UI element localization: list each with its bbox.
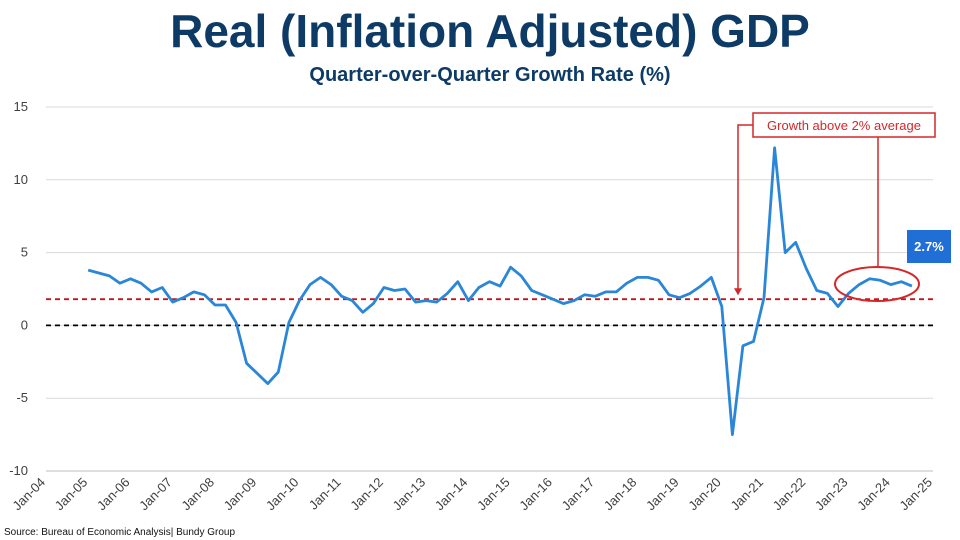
x-tick-label: Jan-22: [770, 475, 809, 514]
gdp-growth-series-line: [87, 146, 913, 437]
recent-growth-highlight-ellipse: [834, 266, 920, 302]
x-tick-label: Jan-06: [94, 475, 133, 514]
x-tick-label: Jan-23: [812, 475, 851, 514]
x-tick-label: Jan-15: [474, 475, 513, 514]
x-tick-label: Jan-20: [685, 475, 724, 514]
y-tick-label: 0: [21, 317, 28, 332]
annotation-label: Growth above 2% average: [767, 118, 921, 133]
x-tick-label: Jan-05: [52, 475, 91, 514]
series-layer: [87, 146, 913, 437]
x-tick-label: Jan-21: [727, 475, 766, 514]
x-tick-label: Jan-17: [559, 475, 598, 514]
page-title: Real (Inflation Adjusted) GDP: [170, 5, 810, 57]
y-tick-label: -10: [9, 463, 28, 478]
x-tick-label: Jan-13: [390, 475, 429, 514]
source-note: Source: Bureau of Economic Analysis| Bun…: [4, 527, 236, 538]
reference-lines: [46, 298, 933, 327]
x-tick-label: Jan-09: [221, 475, 260, 514]
x-tick-label: Jan-07: [136, 475, 175, 514]
x-tick-label: Jan-08: [178, 475, 217, 514]
x-tick-label: Jan-18: [601, 475, 640, 514]
annotation-layer: Growth above 2% average: [734, 112, 936, 302]
page-subtitle: Quarter-over-Quarter Growth Rate (%): [309, 64, 671, 86]
x-tick-label: Jan-25: [896, 475, 935, 514]
x-tick-label: Jan-10: [263, 475, 302, 514]
annotation-arrowhead-left: [734, 288, 742, 296]
y-tick-label: 5: [21, 245, 28, 260]
y-tick-label: 10: [14, 172, 28, 187]
x-tick-label: Jan-16: [516, 475, 555, 514]
x-tick-label: Jan-14: [432, 475, 471, 514]
x-tick-label: Jan-12: [347, 475, 386, 514]
x-tick-label: Jan-04: [9, 475, 48, 514]
x-tick-label: Jan-24: [854, 475, 893, 514]
x-tick-label: Jan-11: [306, 475, 344, 513]
annotation-arrow-left: [737, 124, 753, 290]
y-tick-label: -5: [16, 390, 28, 405]
grid-layer: [46, 106, 933, 472]
latest-value-callout: 2.7%: [907, 230, 951, 263]
y-tick-label: 15: [14, 99, 28, 114]
x-tick-label: Jan-19: [643, 475, 682, 514]
annotation-label-box: [752, 112, 936, 138]
